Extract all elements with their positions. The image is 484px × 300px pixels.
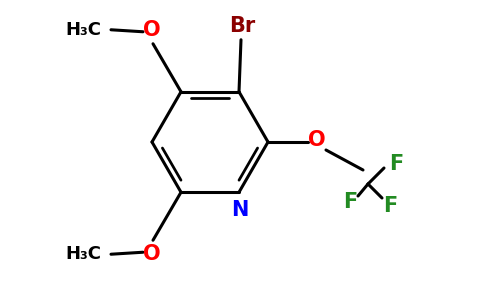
Text: F: F (389, 154, 403, 174)
Text: F: F (343, 192, 357, 212)
Text: O: O (308, 130, 326, 150)
Text: O: O (143, 244, 161, 264)
Text: H₃C: H₃C (65, 21, 101, 39)
Text: H₃C: H₃C (65, 245, 101, 263)
Text: N: N (231, 200, 249, 220)
Text: Br: Br (229, 16, 255, 36)
Text: O: O (143, 20, 161, 40)
Text: F: F (383, 196, 397, 216)
